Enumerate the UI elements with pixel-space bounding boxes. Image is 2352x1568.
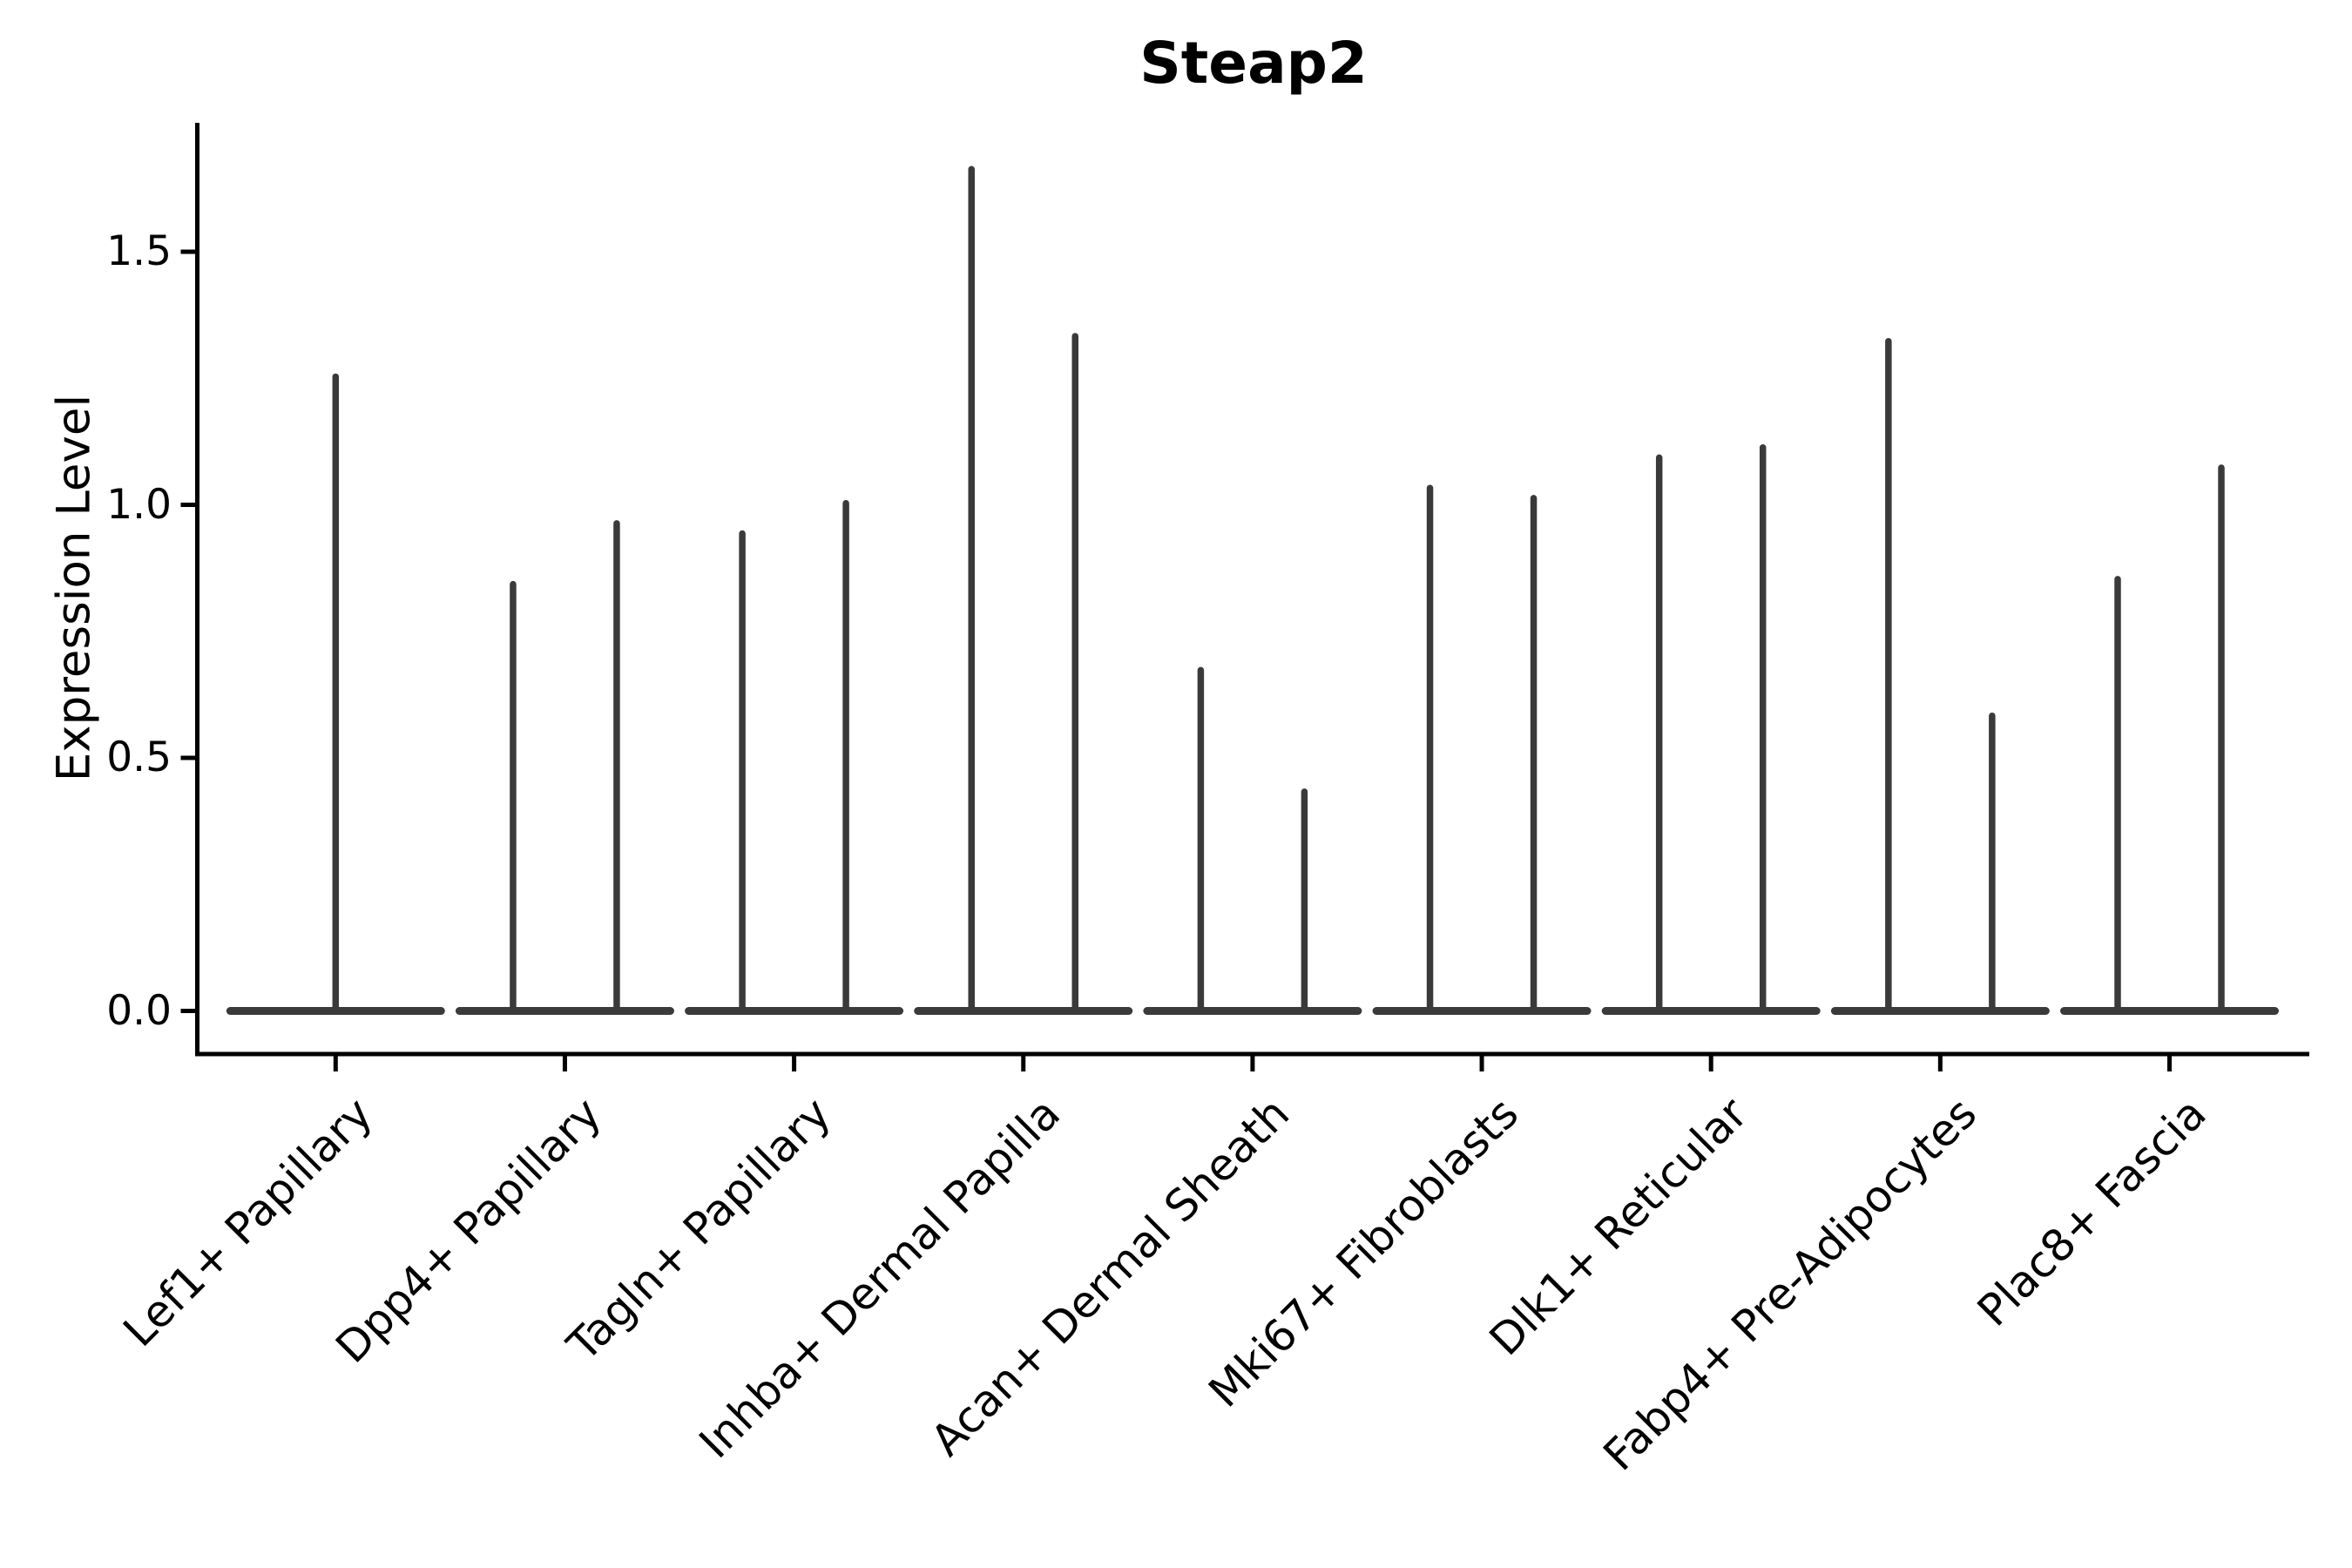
y-tick-label: 0.0 <box>106 986 172 1035</box>
y-tick-label: 0.5 <box>106 733 172 781</box>
plot-title: Steap2 <box>1139 30 1368 97</box>
y-tick-label: 1.0 <box>106 480 172 529</box>
y-tick-label: 1.5 <box>106 227 172 275</box>
